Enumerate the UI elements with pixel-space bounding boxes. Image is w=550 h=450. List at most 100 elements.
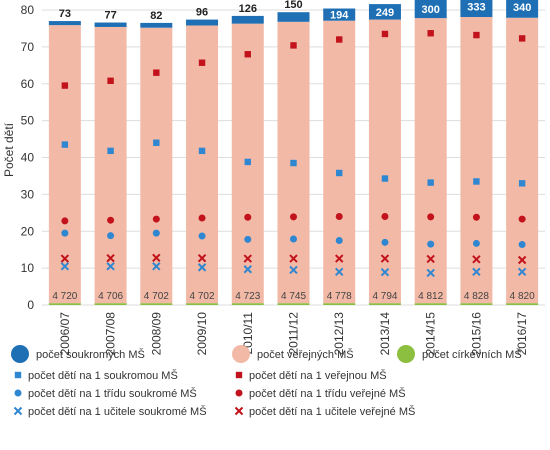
bar-church-schools bbox=[506, 303, 539, 305]
data-point bbox=[61, 141, 69, 148]
legend-swatch bbox=[397, 345, 415, 363]
legend-swatch bbox=[234, 406, 244, 416]
bar-church-schools bbox=[368, 303, 401, 305]
data-point bbox=[427, 30, 434, 37]
data-point bbox=[152, 215, 160, 223]
bar-bottom-label: 4 820 bbox=[510, 291, 535, 302]
bar-public-schools bbox=[414, 18, 447, 304]
data-point bbox=[198, 147, 206, 155]
data-point bbox=[381, 30, 389, 38]
data-point bbox=[61, 82, 69, 89]
bar-church-schools bbox=[460, 303, 493, 305]
y-tick-label: 20 bbox=[21, 224, 35, 238]
bar-bottom-label: 4 778 bbox=[327, 291, 352, 302]
bar-church-schools bbox=[48, 303, 81, 305]
y-tick-label: 0 bbox=[27, 298, 34, 312]
legend-swatch bbox=[232, 345, 250, 363]
bar-top-label: 96 bbox=[196, 7, 208, 19]
legend-item: počet soukromých MŠ bbox=[11, 345, 145, 363]
bar-top-label: 333 bbox=[467, 2, 485, 14]
x-category-label: 2006/07 bbox=[58, 312, 72, 356]
x-category-label: 2014/15 bbox=[424, 312, 438, 356]
y-tick-label: 70 bbox=[21, 40, 35, 54]
x-category-label: 2011/12 bbox=[287, 312, 301, 355]
bar-bottom-label: 4 702 bbox=[144, 291, 169, 302]
legend-item: počet dětí na 1 třídu soukromé MŠ bbox=[14, 387, 197, 400]
legend-item: počet dětí na 1 učitele veřejné MŠ bbox=[234, 405, 415, 418]
data-point bbox=[472, 239, 480, 247]
x-category-label: 2008/09 bbox=[149, 312, 163, 356]
data-point bbox=[153, 139, 160, 146]
x-category-label: 2013/14 bbox=[378, 312, 392, 356]
legend-item: počet dětí na 1 učitele soukromé MŠ bbox=[13, 405, 207, 418]
bar-top-label: 150 bbox=[284, 0, 302, 11]
y-tick-label: 80 bbox=[21, 3, 35, 17]
data-point bbox=[244, 213, 252, 221]
data-point bbox=[197, 263, 207, 272]
data-point bbox=[60, 262, 70, 271]
data-point bbox=[335, 254, 344, 263]
bar-bottom-label: 4 706 bbox=[98, 291, 123, 302]
bar-bottom-label: 4 720 bbox=[52, 291, 77, 302]
legend-label: počet dětí na 1 třídu veřejné MŠ bbox=[249, 387, 406, 400]
data-point bbox=[244, 235, 252, 243]
data-point bbox=[107, 147, 114, 155]
bar-church-schools bbox=[231, 303, 264, 305]
bar-top-label: 340 bbox=[513, 2, 531, 14]
data-point bbox=[290, 159, 297, 167]
bar-bottom-label: 4 794 bbox=[372, 291, 397, 302]
bar-church-schools bbox=[323, 303, 356, 305]
y-tick-label: 60 bbox=[21, 77, 35, 91]
data-point bbox=[60, 254, 70, 263]
bar-public-schools bbox=[506, 17, 539, 304]
legend-item: počet církevních MŠ bbox=[397, 345, 522, 363]
data-point bbox=[473, 178, 480, 185]
legend-label: počet soukromých MŠ bbox=[36, 348, 145, 361]
x-category-label: 2007/08 bbox=[104, 312, 118, 356]
legend-label: počet dětí na 1 veřejnou MŠ bbox=[249, 369, 387, 382]
data-point bbox=[335, 213, 343, 220]
bar-public-schools bbox=[48, 25, 81, 304]
legend-item: počet dětí na 1 veřejnou MŠ bbox=[235, 369, 387, 382]
bar-public-schools bbox=[186, 25, 219, 304]
legend-item: počet dětí na 1 soukromou MŠ bbox=[14, 369, 178, 382]
data-point bbox=[198, 214, 206, 222]
bar-top-label: 194 bbox=[330, 10, 349, 22]
y-tick-label: 10 bbox=[21, 261, 35, 275]
y-axis-label: Počet dětí bbox=[2, 122, 16, 177]
data-point bbox=[426, 268, 435, 278]
bar-top-label: 82 bbox=[150, 10, 162, 22]
data-point bbox=[198, 232, 206, 240]
x-category-label: 2015/16 bbox=[469, 312, 483, 356]
bar-public-schools bbox=[140, 27, 173, 304]
x-category-label: 2009/10 bbox=[195, 312, 209, 356]
legend-swatch bbox=[235, 371, 243, 379]
data-point bbox=[152, 253, 161, 263]
legend-swatch bbox=[14, 389, 22, 397]
bar-bottom-label: 4 702 bbox=[190, 291, 215, 302]
bar-private-schools bbox=[368, 4, 401, 20]
data-point bbox=[290, 42, 297, 49]
y-tick-label: 40 bbox=[21, 151, 35, 165]
bar-bottom-label: 4 828 bbox=[464, 291, 489, 302]
data-point bbox=[336, 36, 343, 43]
data-point bbox=[427, 179, 434, 186]
bar-top-label: 126 bbox=[239, 3, 257, 15]
bar-church-schools bbox=[140, 303, 173, 305]
data-point bbox=[198, 59, 206, 66]
data-point bbox=[106, 262, 115, 271]
data-point bbox=[244, 51, 251, 58]
legend-label: počet dětí na 1 třídu soukromé MŠ bbox=[28, 387, 197, 400]
bar-bottom-label: 4 723 bbox=[235, 291, 260, 302]
bar-private-schools bbox=[323, 8, 356, 21]
legend-label: počet dětí na 1 soukromou MŠ bbox=[28, 369, 178, 382]
legend-item: počet veřejných MŠ bbox=[232, 345, 354, 363]
data-point bbox=[106, 253, 115, 263]
data-point bbox=[427, 240, 435, 248]
y-tick-label: 50 bbox=[21, 114, 35, 128]
data-point bbox=[107, 232, 115, 240]
data-point bbox=[380, 267, 390, 277]
data-point bbox=[381, 238, 389, 246]
data-point bbox=[518, 241, 526, 249]
